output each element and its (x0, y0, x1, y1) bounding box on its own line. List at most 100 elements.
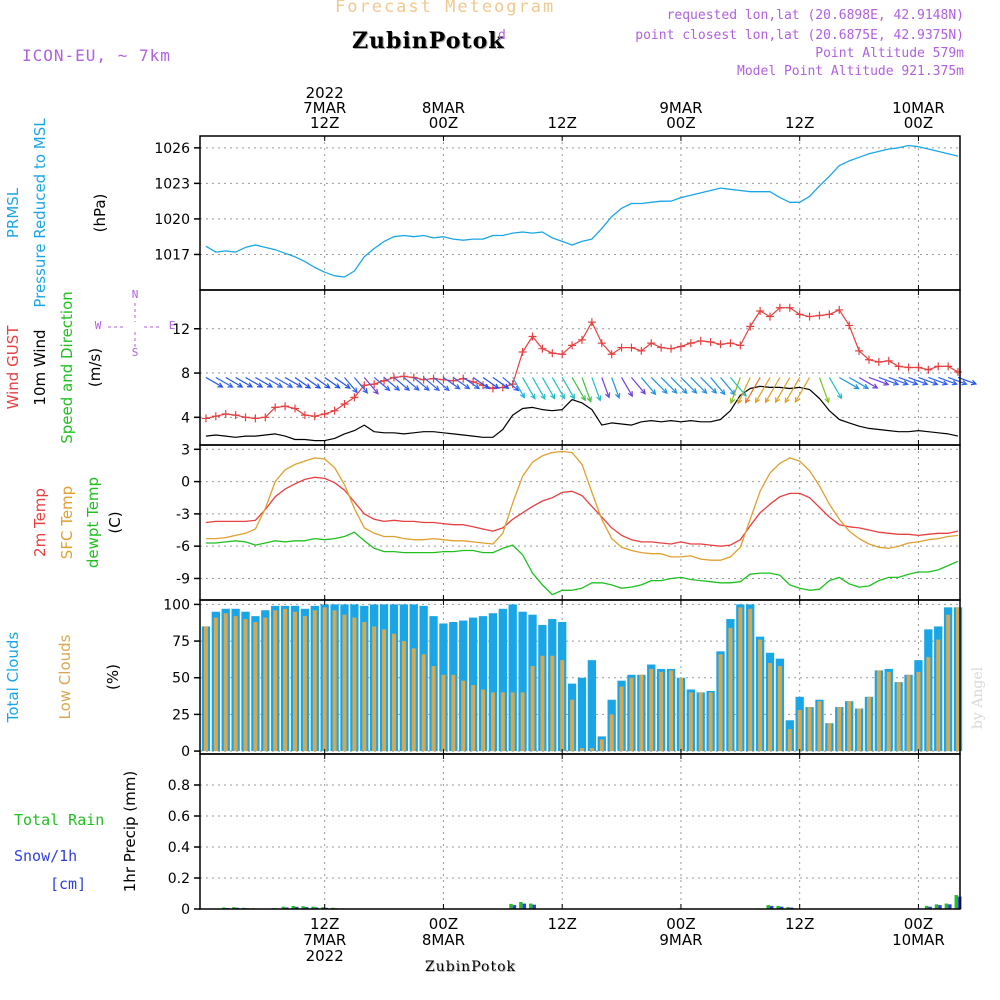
wind-direction-arrowhead (961, 380, 968, 386)
wind-gust-marker (231, 411, 240, 420)
wind-direction-arrowhead (719, 389, 726, 396)
wind-gust-marker (845, 321, 854, 330)
y-tick-label: 0 (181, 902, 190, 918)
total-clouds-bar (508, 604, 517, 752)
wind-gust-marker (409, 373, 418, 382)
wind-gust-marker (221, 410, 230, 418)
snow-bar (304, 907, 309, 909)
wind-direction-arrow (462, 376, 480, 390)
wind-direction-arrowhead (334, 383, 341, 389)
wind-gust-marker (577, 335, 586, 344)
wind-direction-arrowhead (227, 382, 234, 388)
low-clouds-bar (688, 692, 693, 752)
model-altitude: Model Point Altitude 921.375m (737, 64, 964, 79)
wind-direction-arrow (581, 377, 592, 402)
wind-direction-arrowhead (701, 388, 708, 395)
snow-bar (948, 904, 952, 909)
panel-frame-temp (199, 444, 961, 601)
low-clouds-bar (916, 671, 921, 752)
low-clouds-bar (589, 748, 594, 752)
wind-direction-arrow (947, 376, 967, 385)
wind-direction-arrowhead (872, 383, 879, 389)
wind-direction-arrowhead (640, 388, 646, 395)
wind-gust-marker (389, 373, 398, 382)
wind-gust-marker (825, 310, 834, 319)
wind-direction-arrowhead (650, 389, 657, 396)
low-clouds-bar (866, 696, 871, 752)
y-tick-label: 0.6 (168, 809, 190, 825)
prmsl-line (205, 144, 959, 278)
frame-layer (194, 135, 961, 910)
low-clouds-bar (540, 655, 545, 752)
wind-gust-marker (736, 341, 745, 350)
wind-direction-arrow (650, 377, 668, 394)
low-clouds-bar (857, 708, 862, 752)
low-clouds-bar (421, 654, 426, 752)
wind-direction-arrow (561, 377, 575, 399)
wind-direction-arrow (690, 377, 707, 394)
wind-direction-arrowhead (473, 383, 481, 390)
low-clouds-bar (827, 723, 832, 752)
wind-gust-marker (855, 346, 864, 355)
point-altitude: Point Altitude 579m (815, 46, 964, 61)
wind-direction-arrowhead (932, 380, 939, 386)
wind-direction-arrow (472, 376, 490, 389)
rain-bar (232, 907, 236, 909)
low-clouds-bar (817, 701, 822, 752)
rain-bar (924, 905, 929, 909)
low-clouds-bar (263, 617, 268, 752)
forecast-title: Forecast Meteogram (335, 0, 556, 17)
compass-n: N (132, 288, 139, 301)
wind-gust-marker (686, 339, 695, 348)
wind-gust-line (205, 307, 959, 419)
wind-gust-marker (944, 362, 953, 371)
wind-gust-marker (528, 332, 537, 341)
snow-bar (770, 905, 774, 909)
low-clouds-bar (708, 692, 713, 752)
panel-label-temp: (C) (106, 511, 124, 533)
low-clouds-bar (391, 633, 396, 752)
y-tick-label: 50 (172, 671, 190, 687)
wind-gust-marker (310, 412, 319, 421)
wind-direction-arrow (775, 377, 791, 403)
bottom-time-label: 00Z (666, 915, 695, 933)
low-clouds-bar (698, 692, 703, 752)
low-clouds-bar (342, 614, 347, 752)
wind-gust-marker (647, 339, 656, 348)
wind-gust-marker (627, 343, 636, 352)
y-tick-label: -3 (176, 507, 190, 523)
wind-gust-marker (874, 357, 883, 366)
low-clouds-bar (678, 677, 683, 752)
y-tick-label: 0.8 (168, 778, 190, 794)
wind-direction-arrowhead (580, 395, 586, 402)
wind-direction-arrow (755, 377, 771, 403)
top-time-label: 7MAR (303, 99, 346, 117)
text-layer: 1017102010231026481230-3-6-9025507510000… (4, 84, 945, 965)
low-clouds-bar (570, 699, 575, 752)
wind-gust-marker (399, 372, 408, 381)
low-clouds-bar (372, 626, 377, 752)
low-clouds-bar (223, 613, 228, 752)
closest-coords: point closest lon,lat (20.6875E, 42.9375… (635, 28, 964, 43)
wind-direction-arrow (818, 377, 830, 403)
wind-direction-arrowhead (862, 383, 870, 389)
wind-gust-marker (617, 343, 626, 352)
panel-label-pressure: Pressure Reduced to MSL (31, 118, 49, 308)
wind-direction-arrowhead (352, 387, 358, 394)
wind-direction-arrow (660, 377, 678, 394)
wind-direction-arrowhead (970, 379, 978, 386)
rain-bar (321, 907, 325, 909)
rain-bar (944, 903, 949, 909)
wind-direction-arrow (324, 376, 340, 389)
wind-direction-arrow (215, 376, 233, 388)
wind-gust-marker (795, 310, 804, 319)
wind-direction-arrow (838, 376, 859, 390)
panel-label-wind: Speed and Direction (58, 291, 76, 444)
rain-bar (301, 906, 305, 909)
low-clouds-bar (500, 692, 505, 752)
low-clouds-bar (530, 666, 535, 752)
y-tick-label: -6 (176, 539, 190, 555)
closest-prefix: d (498, 28, 506, 43)
wind-gust-marker (291, 404, 299, 413)
wind-direction-arrowhead (530, 393, 536, 400)
